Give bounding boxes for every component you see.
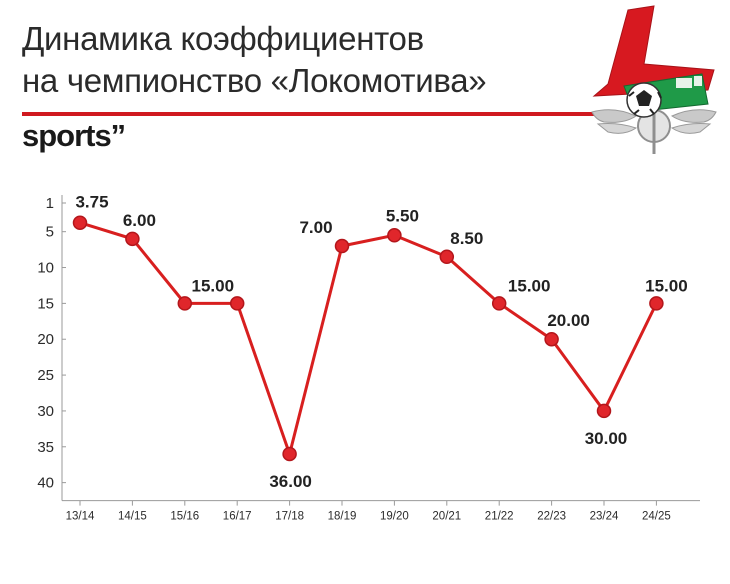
data-label: 3.75 [75,193,108,212]
data-points [72,215,664,462]
data-label: 7.00 [299,218,332,237]
data-point [649,296,664,311]
series-line [79,221,658,456]
y-tick-label: 35 [37,439,54,456]
data-label: 5.50 [386,206,419,225]
brand-logo: sports’’ [22,118,126,154]
x-tick-label: 16/17 [223,511,252,523]
title-line-2: на чемпионство «Локомотива» [22,62,487,99]
data-label: 6.00 [123,211,156,230]
x-tick-label: 24/25 [642,511,671,523]
data-point [596,403,612,419]
data-point [439,249,455,265]
x-tick-label: 23/24 [590,511,619,523]
data-labels: 3.75 6.00 15.00 36.00 7.00 5.50 8.50 15.00 20.00… [75,193,687,491]
data-label: 20.00 [547,311,590,330]
data-label: 15.00 [508,276,551,295]
data-point [177,296,193,311]
data-label: 15.00 [192,276,235,295]
lokomotiv-crest-icon [591,5,717,154]
data-point [334,238,350,254]
title-underline [22,112,598,116]
y-tick-label: 5 [46,224,54,241]
x-tick-label: 19/20 [380,511,409,523]
data-point [387,228,402,243]
x-tick-label: 14/15 [118,511,147,523]
brand-name: sports [22,118,112,153]
x-tick-label: 21/22 [485,511,514,523]
data-label: 30.00 [585,429,628,448]
data-label: 8.50 [450,229,483,248]
x-tick-label: 22/23 [537,511,566,523]
brand-mark: ’’ [110,118,126,153]
data-label: 15.00 [645,276,688,295]
x-axis-ticks: 13/14 14/15 15/16 16/17 17/18 18/19 19/20 20/21… [66,500,671,523]
y-tick-label: 15 [37,295,54,312]
y-tick-label: 30 [37,403,54,420]
x-tick-label: 17/18 [275,511,304,523]
x-tick-label: 18/19 [328,511,357,523]
y-tick-label: 40 [37,475,54,492]
y-tick-label: 10 [37,260,54,277]
chart-title: Динамика коэффициентов на чемпионство «Л… [22,18,487,102]
y-tick-label: 25 [37,367,54,384]
data-point [544,331,559,347]
data-point [491,296,507,311]
data-point [229,296,245,311]
data-point [125,231,140,247]
chart-axes [61,195,700,502]
x-tick-label: 13/14 [66,511,95,523]
data-point [72,215,88,230]
series-line-group [79,221,658,456]
y-tick-label: 20 [37,331,54,348]
y-tick-label: 1 [46,195,54,212]
data-point [282,446,297,462]
x-tick-label: 15/16 [170,511,199,523]
title-line-1: Динамика коэффициентов [22,20,424,57]
x-tick-label: 20/21 [432,511,461,523]
data-label: 36.00 [269,472,312,491]
